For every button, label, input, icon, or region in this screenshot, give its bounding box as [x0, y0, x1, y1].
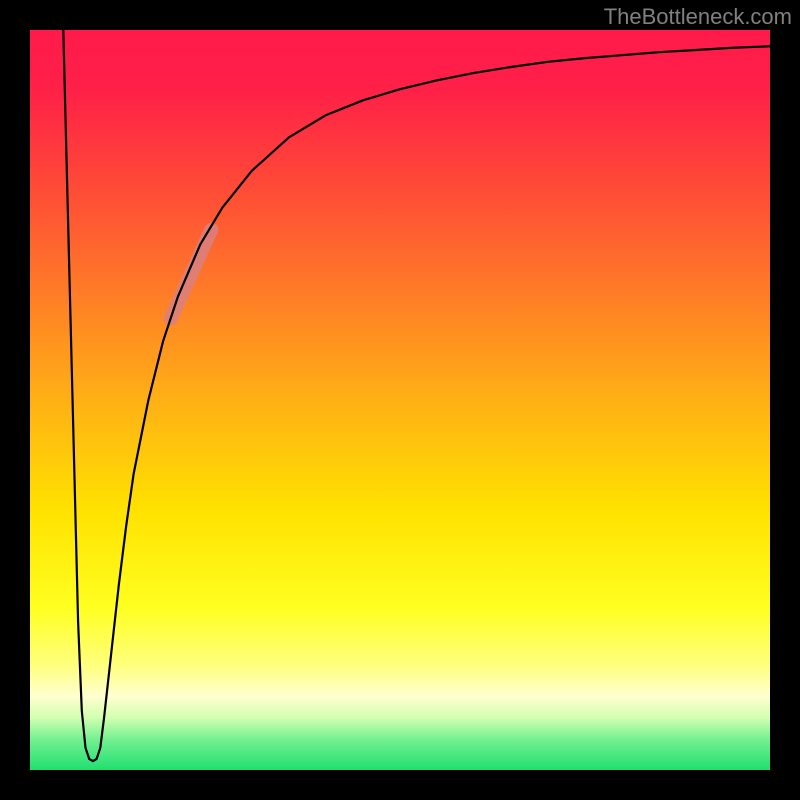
chart-container: TheBottleneck.com	[0, 0, 800, 800]
watermark-text: TheBottleneck.com	[604, 4, 792, 30]
bottleneck-chart	[0, 0, 800, 800]
plot-background	[30, 30, 770, 770]
